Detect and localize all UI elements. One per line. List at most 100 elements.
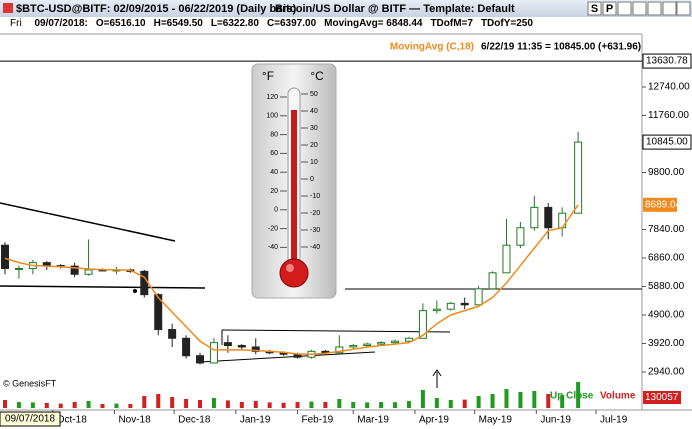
volume-bar — [295, 402, 300, 408]
candle-body — [516, 227, 525, 246]
volume-bar — [72, 402, 77, 408]
candle-body — [404, 337, 413, 342]
volume-bar — [406, 401, 411, 408]
x-tick-label: Dec-18 — [178, 415, 211, 426]
candle-body — [474, 288, 483, 306]
x-tick-label: Apr-19 — [419, 415, 449, 426]
volume-bar — [86, 401, 91, 408]
menu-button[interactable] — [676, 1, 691, 16]
volume-bar — [267, 402, 272, 408]
cursor-date-box — [0, 411, 61, 427]
copyright: © GenesisFT — [3, 378, 57, 388]
volume-bar — [3, 400, 7, 408]
moving-average-line — [4, 204, 579, 356]
x-tick-label: Oct-18 — [57, 415, 87, 426]
x-tick-label: May-19 — [479, 415, 513, 426]
candle-body — [196, 355, 205, 364]
button[interactable] — [587, 1, 602, 16]
trendline — [0, 285, 206, 289]
candle-body — [363, 343, 372, 347]
button-label[interactable]: P — [606, 3, 613, 15]
volume-tick-label: 130057 — [645, 392, 679, 403]
volume-bar — [337, 399, 342, 408]
volume-bar — [30, 402, 35, 408]
x-tick-label: Jun-19 — [540, 415, 571, 426]
volume-bar — [281, 402, 286, 408]
volume-bar — [44, 403, 49, 408]
y-tick-label: 6860.00 — [648, 253, 685, 264]
celsius-label: -20 — [310, 210, 320, 217]
candle-body — [1, 244, 9, 269]
volume-legend: Volume — [600, 391, 636, 402]
button[interactable] — [602, 1, 617, 16]
celsius-label: 20 — [310, 142, 318, 149]
info-item: 09/07/2018: — [34, 18, 88, 29]
fahrenheit-label: 20 — [270, 188, 278, 195]
info-item: MovingAvg= 6848.44 — [324, 18, 423, 29]
info-item: TDofM=7 — [430, 18, 473, 29]
y-tick-label: 2940.00 — [648, 367, 685, 378]
celsius-label: -30 — [310, 227, 320, 234]
candle-body — [168, 329, 177, 339]
volume-bar — [142, 396, 147, 408]
fahrenheit-label: 60 — [270, 150, 278, 157]
fahrenheit-label: 120 — [266, 94, 278, 101]
mercury — [291, 110, 297, 270]
y-tick-label: 3920.00 — [648, 338, 685, 349]
unit-label: °C — [310, 69, 324, 83]
volume-bar — [560, 395, 565, 408]
info-item: C=6397.00 — [266, 18, 317, 29]
volume-bar — [546, 394, 551, 408]
candle-body — [558, 212, 567, 229]
celsius-label: -40 — [310, 244, 320, 251]
volume-bar — [490, 394, 495, 408]
ma-last-label: 8689.04 — [645, 199, 682, 210]
volume-bar — [128, 404, 133, 408]
last-price-box — [642, 134, 692, 150]
celsius-label: 30 — [310, 125, 318, 132]
last-price-label: 10845.00 — [646, 137, 688, 148]
candle-body — [14, 267, 23, 270]
volume-bar — [351, 402, 356, 408]
button-label[interactable]: S — [591, 3, 598, 15]
trendline — [199, 351, 376, 363]
marker-dot — [133, 289, 137, 293]
volume-bar — [198, 400, 203, 408]
thermometer: °F °C 120100806040200-20-4050403020100-1… — [251, 63, 337, 299]
x-tick-label: Mar-19 — [357, 415, 389, 426]
level-label-box — [642, 53, 692, 69]
fahrenheit-label: -40 — [268, 244, 278, 251]
candle-body — [237, 345, 246, 348]
app-icon — [3, 3, 13, 13]
info-item: L=6322.80 — [210, 18, 259, 29]
volume-bar — [448, 400, 453, 408]
info-item: TDofY=250 — [480, 18, 533, 29]
volume-bar — [253, 401, 258, 408]
trendline — [221, 329, 451, 333]
candle-body — [418, 310, 427, 339]
candle-body — [574, 141, 583, 214]
celsius-label: 10 — [310, 159, 318, 166]
trendline — [0, 202, 176, 242]
y-tick-label: 7840.00 — [648, 224, 685, 235]
maximize-button[interactable] — [632, 1, 647, 16]
candle-body — [251, 346, 260, 352]
unit-label: °F — [262, 69, 274, 83]
volume-bar — [420, 390, 425, 408]
candle-body — [544, 206, 553, 229]
info-item: H=6549.50 — [153, 18, 203, 29]
info-item: O=6516.10 — [95, 18, 146, 29]
last-quote: 6/22/19 11:35 = 10845.00 (+631.96) — [481, 42, 641, 53]
candle-body — [349, 345, 358, 348]
cursor-date: 09/07/2018 — [5, 414, 55, 425]
close-button[interactable] — [662, 1, 677, 16]
minimize-button[interactable] — [617, 1, 632, 16]
candle-body — [502, 244, 511, 274]
celsius-label: -10 — [310, 193, 320, 200]
restore-button[interactable] — [647, 1, 662, 16]
thermometer-bulb — [279, 258, 309, 288]
volume-bar — [504, 389, 509, 408]
candle-body — [377, 342, 386, 345]
